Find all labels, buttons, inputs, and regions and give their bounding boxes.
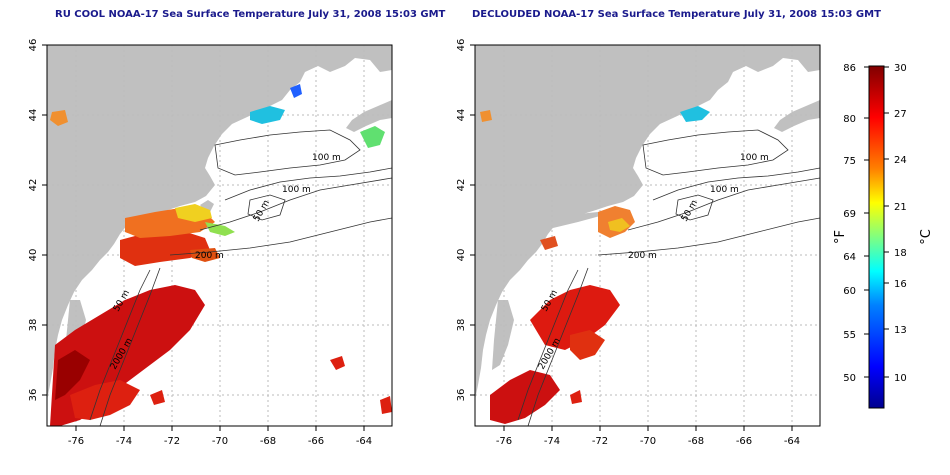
fahrenheit-tick: 86 bbox=[843, 63, 856, 74]
x-tick-label: -64 bbox=[784, 436, 800, 447]
celsius-tick: 18 bbox=[894, 248, 907, 259]
celsius-tick: 24 bbox=[894, 155, 907, 166]
land-nova-scotia bbox=[346, 100, 392, 132]
y-tick-label: 44 bbox=[28, 109, 39, 122]
colorbar: 86 80 75 69 64 60 55 50 30 27 24 21 18 1… bbox=[833, 63, 934, 409]
celsius-tick: 27 bbox=[894, 109, 907, 120]
y-tick-label: 36 bbox=[456, 389, 467, 402]
fahrenheit-tick: 64 bbox=[843, 252, 856, 263]
x-tick-label: -74 bbox=[544, 436, 560, 447]
left-map-panel: 100 m 100 m 50 m 200 m 50 m 2000 m 46 44… bbox=[28, 39, 393, 447]
celsius-tick: 21 bbox=[894, 202, 907, 213]
x-tick-label: -72 bbox=[592, 436, 608, 447]
bathymetry-contours bbox=[517, 129, 820, 426]
fahrenheit-tick: 55 bbox=[843, 330, 856, 341]
y-tick-label: 42 bbox=[456, 179, 467, 192]
y-tick-label: 42 bbox=[28, 179, 39, 192]
celsius-label: °C bbox=[919, 229, 934, 245]
x-tick-label: -66 bbox=[308, 436, 324, 447]
fahrenheit-tick: 50 bbox=[843, 373, 856, 384]
x-tick-label: -72 bbox=[164, 436, 180, 447]
axis-ticks bbox=[42, 44, 365, 431]
contour-label-200m: 200 m bbox=[195, 251, 224, 261]
axis-ticks bbox=[470, 44, 793, 431]
y-tick-label: 46 bbox=[456, 39, 467, 52]
y-tick-label: 40 bbox=[456, 249, 467, 262]
contour-label-200m: 200 m bbox=[628, 251, 657, 261]
colorbar-gradient bbox=[868, 65, 885, 409]
land-mass bbox=[47, 45, 392, 400]
celsius-tick: 13 bbox=[894, 325, 907, 336]
right-panel-title: DECLOUDED NOAA-17 Sea Surface Temperatur… bbox=[472, 9, 881, 20]
bathymetry-contours bbox=[89, 129, 392, 426]
fahrenheit-label: °F bbox=[833, 230, 848, 244]
x-tick-label: -76 bbox=[68, 436, 84, 447]
x-tick-label: -76 bbox=[496, 436, 512, 447]
x-tick-label: -68 bbox=[688, 436, 704, 447]
y-tick-label: 38 bbox=[28, 319, 39, 332]
land-mass bbox=[475, 45, 820, 400]
x-tick-label: -66 bbox=[736, 436, 752, 447]
x-tick-label: -70 bbox=[640, 436, 656, 447]
fahrenheit-tick: 60 bbox=[843, 286, 856, 297]
land-delmarva bbox=[492, 300, 514, 370]
colorbar-ticks bbox=[864, 66, 889, 378]
celsius-tick: 16 bbox=[894, 279, 907, 290]
celsius-tick: 30 bbox=[894, 63, 907, 74]
y-tick-label: 46 bbox=[28, 39, 39, 52]
y-tick-label: 44 bbox=[456, 109, 467, 122]
contour-label-100m-mid: 100 m bbox=[710, 185, 739, 195]
contour-label-100m-north: 100 m bbox=[312, 153, 341, 163]
land-nova-scotia bbox=[774, 100, 820, 132]
contour-label-100m-north: 100 m bbox=[740, 153, 769, 163]
x-tick-label: -74 bbox=[116, 436, 132, 447]
celsius-tick: 10 bbox=[894, 373, 907, 384]
x-tick-label: -64 bbox=[356, 436, 372, 447]
contour-label-100m-mid: 100 m bbox=[282, 185, 311, 195]
fahrenheit-tick: 80 bbox=[843, 114, 856, 125]
fahrenheit-tick: 75 bbox=[843, 156, 856, 167]
fahrenheit-tick: 69 bbox=[843, 209, 856, 220]
sst-data-patches bbox=[50, 84, 392, 426]
x-tick-label: -68 bbox=[260, 436, 276, 447]
land-long-island bbox=[548, 212, 600, 228]
x-tick-label: -70 bbox=[212, 436, 228, 447]
y-tick-label: 40 bbox=[28, 249, 39, 262]
right-map-panel: 100 m 100 m 50 m 200 m 50 m 2000 m 46 44… bbox=[456, 39, 821, 447]
left-panel-title: RU COOL NOAA-17 Sea Surface Temperature … bbox=[55, 9, 446, 20]
y-tick-label: 38 bbox=[456, 319, 467, 332]
y-tick-label: 36 bbox=[28, 389, 39, 402]
